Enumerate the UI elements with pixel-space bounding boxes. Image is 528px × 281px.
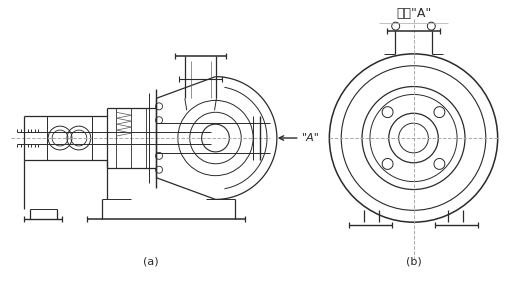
Text: (b): (b) [406,257,421,267]
Text: "A": "A" [301,133,319,143]
Text: 矢視"A": 矢視"A" [396,7,431,20]
Text: (a): (a) [143,257,159,267]
